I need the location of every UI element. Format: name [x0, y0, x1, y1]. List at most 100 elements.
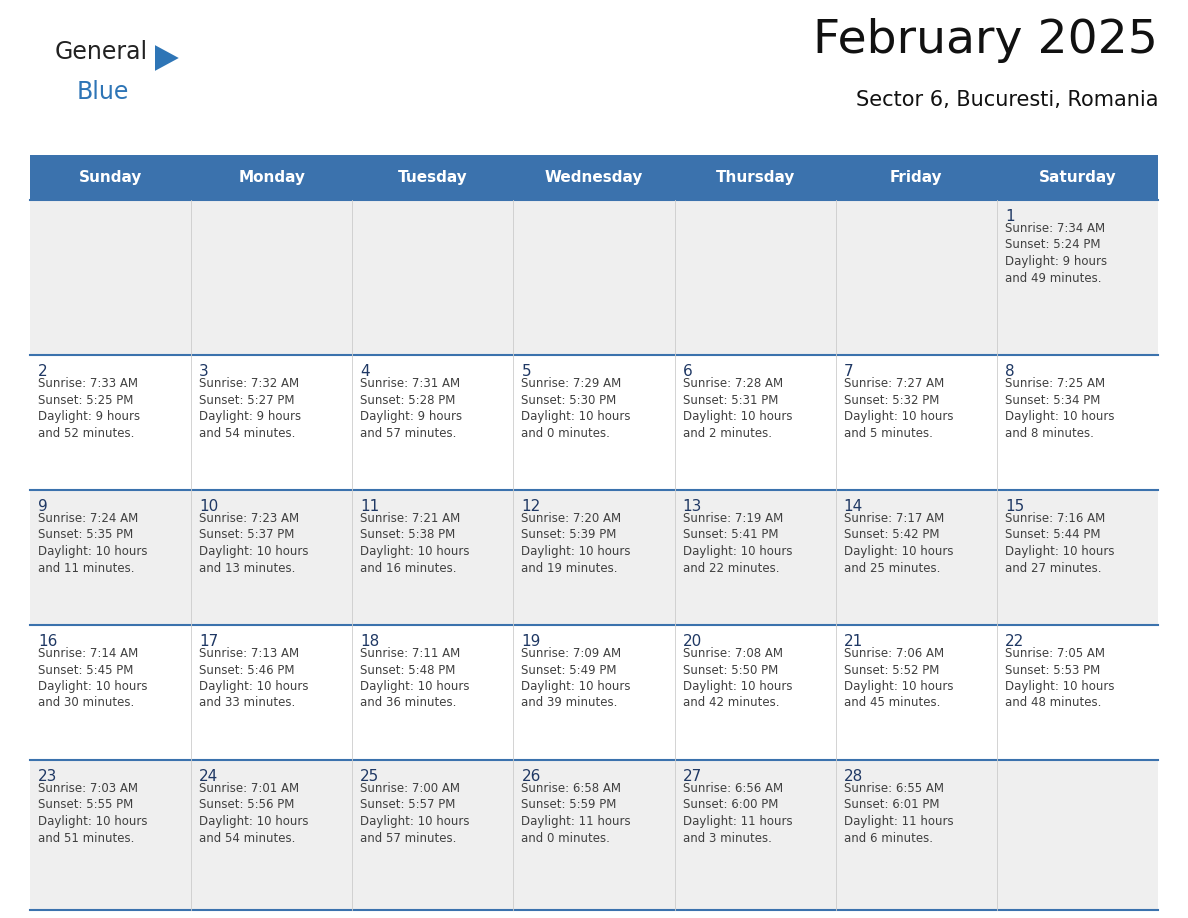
Text: Sunset: 5:25 PM: Sunset: 5:25 PM: [38, 394, 133, 407]
Text: 8: 8: [1005, 364, 1015, 379]
Text: 17: 17: [200, 634, 219, 649]
Text: Tuesday: Tuesday: [398, 170, 468, 185]
Text: and 0 minutes.: and 0 minutes.: [522, 427, 611, 440]
Text: Sunset: 5:41 PM: Sunset: 5:41 PM: [683, 529, 778, 542]
Text: Sunset: 5:31 PM: Sunset: 5:31 PM: [683, 394, 778, 407]
Text: Daylight: 9 hours: Daylight: 9 hours: [200, 410, 302, 423]
Text: Sunrise: 7:21 AM: Sunrise: 7:21 AM: [360, 512, 461, 525]
Text: Sunset: 5:42 PM: Sunset: 5:42 PM: [843, 529, 940, 542]
Text: Daylight: 10 hours: Daylight: 10 hours: [360, 545, 469, 558]
Text: and 25 minutes.: and 25 minutes.: [843, 562, 940, 575]
Text: 21: 21: [843, 634, 862, 649]
Text: and 27 minutes.: and 27 minutes.: [1005, 562, 1101, 575]
Text: Sunset: 5:55 PM: Sunset: 5:55 PM: [38, 799, 133, 812]
Text: Daylight: 9 hours: Daylight: 9 hours: [38, 410, 140, 423]
Text: and 54 minutes.: and 54 minutes.: [200, 427, 296, 440]
Text: Daylight: 10 hours: Daylight: 10 hours: [360, 815, 469, 828]
Text: Daylight: 10 hours: Daylight: 10 hours: [683, 680, 792, 693]
Bar: [30, 155, 1158, 200]
Text: Sunset: 5:48 PM: Sunset: 5:48 PM: [360, 664, 456, 677]
Text: 22: 22: [1005, 634, 1024, 649]
Text: 14: 14: [843, 499, 862, 514]
Text: Daylight: 10 hours: Daylight: 10 hours: [360, 680, 469, 693]
Text: Thursday: Thursday: [715, 170, 795, 185]
Text: and 42 minutes.: and 42 minutes.: [683, 697, 779, 710]
Text: Daylight: 10 hours: Daylight: 10 hours: [1005, 680, 1114, 693]
Text: Daylight: 10 hours: Daylight: 10 hours: [522, 545, 631, 558]
Text: Sunset: 5:37 PM: Sunset: 5:37 PM: [200, 529, 295, 542]
Text: Sunset: 5:38 PM: Sunset: 5:38 PM: [360, 529, 455, 542]
Text: Sunrise: 7:13 AM: Sunrise: 7:13 AM: [200, 647, 299, 660]
Text: and 45 minutes.: and 45 minutes.: [843, 697, 940, 710]
Text: Sunset: 5:45 PM: Sunset: 5:45 PM: [38, 664, 133, 677]
Text: 5: 5: [522, 364, 531, 379]
Text: and 57 minutes.: and 57 minutes.: [360, 832, 456, 845]
Text: Daylight: 11 hours: Daylight: 11 hours: [522, 815, 631, 828]
Bar: [30, 200, 1158, 355]
Bar: [30, 625, 1158, 760]
Text: Sunset: 5:34 PM: Sunset: 5:34 PM: [1005, 394, 1100, 407]
Text: Sunrise: 7:01 AM: Sunrise: 7:01 AM: [200, 782, 299, 795]
Text: 18: 18: [360, 634, 379, 649]
Polygon shape: [154, 45, 178, 71]
Text: Sunrise: 7:19 AM: Sunrise: 7:19 AM: [683, 512, 783, 525]
Text: 27: 27: [683, 769, 702, 784]
Text: Sunset: 6:01 PM: Sunset: 6:01 PM: [843, 799, 940, 812]
Text: Sunrise: 7:31 AM: Sunrise: 7:31 AM: [360, 377, 461, 390]
Bar: [30, 355, 1158, 490]
Text: Wednesday: Wednesday: [545, 170, 643, 185]
Text: 20: 20: [683, 634, 702, 649]
Text: Sunday: Sunday: [78, 170, 143, 185]
Text: and 22 minutes.: and 22 minutes.: [683, 562, 779, 575]
Text: Daylight: 9 hours: Daylight: 9 hours: [360, 410, 462, 423]
Text: and 11 minutes.: and 11 minutes.: [38, 562, 134, 575]
Text: Sunrise: 7:34 AM: Sunrise: 7:34 AM: [1005, 222, 1105, 235]
Text: Sunrise: 7:32 AM: Sunrise: 7:32 AM: [200, 377, 299, 390]
Text: Sunrise: 7:25 AM: Sunrise: 7:25 AM: [1005, 377, 1105, 390]
Text: 12: 12: [522, 499, 541, 514]
Text: Sunrise: 7:03 AM: Sunrise: 7:03 AM: [38, 782, 138, 795]
Text: Daylight: 10 hours: Daylight: 10 hours: [200, 815, 309, 828]
Text: Sunset: 5:53 PM: Sunset: 5:53 PM: [1005, 664, 1100, 677]
Text: Daylight: 10 hours: Daylight: 10 hours: [843, 545, 953, 558]
Text: Daylight: 11 hours: Daylight: 11 hours: [843, 815, 953, 828]
Text: Daylight: 10 hours: Daylight: 10 hours: [522, 680, 631, 693]
Text: Sunset: 6:00 PM: Sunset: 6:00 PM: [683, 799, 778, 812]
Text: Sunrise: 6:55 AM: Sunrise: 6:55 AM: [843, 782, 943, 795]
Text: Daylight: 10 hours: Daylight: 10 hours: [683, 545, 792, 558]
Text: Daylight: 10 hours: Daylight: 10 hours: [1005, 545, 1114, 558]
Text: 13: 13: [683, 499, 702, 514]
Text: Daylight: 10 hours: Daylight: 10 hours: [683, 410, 792, 423]
Text: Sunrise: 7:27 AM: Sunrise: 7:27 AM: [843, 377, 944, 390]
Text: and 13 minutes.: and 13 minutes.: [200, 562, 296, 575]
Text: 10: 10: [200, 499, 219, 514]
Text: February 2025: February 2025: [813, 18, 1158, 63]
Text: Sunrise: 7:23 AM: Sunrise: 7:23 AM: [200, 512, 299, 525]
Text: Daylight: 10 hours: Daylight: 10 hours: [38, 680, 147, 693]
Text: and 36 minutes.: and 36 minutes.: [360, 697, 456, 710]
Text: 4: 4: [360, 364, 369, 379]
Text: Daylight: 9 hours: Daylight: 9 hours: [1005, 255, 1107, 268]
Text: Sunset: 5:49 PM: Sunset: 5:49 PM: [522, 664, 617, 677]
Text: Sunset: 5:30 PM: Sunset: 5:30 PM: [522, 394, 617, 407]
Text: General: General: [55, 40, 148, 64]
Text: and 57 minutes.: and 57 minutes.: [360, 427, 456, 440]
Text: Sunrise: 7:24 AM: Sunrise: 7:24 AM: [38, 512, 138, 525]
Text: Monday: Monday: [239, 170, 305, 185]
Text: and 19 minutes.: and 19 minutes.: [522, 562, 618, 575]
Text: Sunset: 5:56 PM: Sunset: 5:56 PM: [200, 799, 295, 812]
Text: Sunset: 5:44 PM: Sunset: 5:44 PM: [1005, 529, 1100, 542]
Text: Sunrise: 7:16 AM: Sunrise: 7:16 AM: [1005, 512, 1105, 525]
Text: 19: 19: [522, 634, 541, 649]
Text: Sunset: 5:32 PM: Sunset: 5:32 PM: [843, 394, 939, 407]
Text: Sunset: 5:24 PM: Sunset: 5:24 PM: [1005, 239, 1100, 252]
Text: Sunset: 5:50 PM: Sunset: 5:50 PM: [683, 664, 778, 677]
Text: Saturday: Saturday: [1038, 170, 1117, 185]
Text: and 39 minutes.: and 39 minutes.: [522, 697, 618, 710]
Text: and 16 minutes.: and 16 minutes.: [360, 562, 456, 575]
Text: Sunrise: 7:28 AM: Sunrise: 7:28 AM: [683, 377, 783, 390]
Text: Sunrise: 7:14 AM: Sunrise: 7:14 AM: [38, 647, 138, 660]
Text: Daylight: 10 hours: Daylight: 10 hours: [38, 815, 147, 828]
Bar: [30, 490, 1158, 625]
Text: Daylight: 10 hours: Daylight: 10 hours: [1005, 410, 1114, 423]
